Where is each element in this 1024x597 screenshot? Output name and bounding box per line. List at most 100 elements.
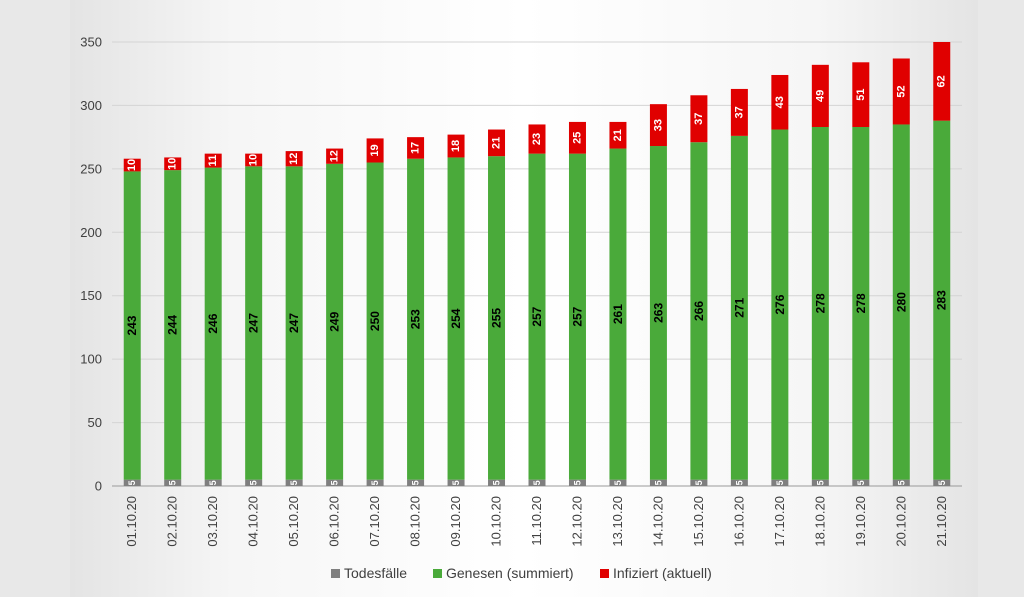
data-label-genesen: 263 [651, 303, 665, 323]
bar-segment-infiziert [649, 104, 667, 147]
data-label-infiziert: 12 [329, 150, 341, 162]
bar-segment-genesen [892, 124, 910, 480]
bar-segment-genesen [649, 146, 667, 480]
bar-segment-infiziert [811, 64, 829, 127]
data-label-infiziert: 10 [167, 158, 179, 170]
bar-segment-infiziert [366, 138, 384, 163]
data-label-todesfaelle: 5 [168, 480, 178, 485]
bar-segment-genesen [568, 153, 586, 480]
bar-segment-infiziert [204, 153, 222, 168]
bar-segment-todesfaelle [447, 479, 465, 486]
data-label-genesen: 283 [935, 290, 949, 310]
bar-segment-infiziert [852, 62, 870, 127]
data-label-genesen: 280 [894, 292, 908, 312]
legend-swatch [600, 569, 609, 578]
data-label-todesfaelle: 5 [451, 480, 461, 485]
bar-segment-todesfaelle [123, 479, 141, 486]
data-label-todesfaelle: 5 [492, 480, 502, 485]
bar-segment-infiziert [245, 153, 263, 167]
data-label-todesfaelle: 5 [734, 480, 744, 485]
x-tick-label: 21.10.20 [934, 496, 949, 547]
x-tick-label: 15.10.20 [691, 496, 706, 547]
data-label-todesfaelle: 5 [856, 480, 866, 485]
data-label-todesfaelle: 5 [572, 480, 582, 485]
data-label-genesen: 271 [732, 297, 746, 317]
bar-segment-genesen [285, 166, 303, 480]
data-label-infiziert: 49 [814, 90, 826, 102]
bar-segment-todesfaelle [204, 479, 222, 486]
bar-segment-infiziert [771, 74, 789, 130]
x-tick-label: 17.10.20 [772, 496, 787, 547]
bar-segment-infiziert [164, 157, 182, 171]
y-tick-label: 100 [80, 352, 102, 367]
legend-swatch [433, 569, 442, 578]
x-tick-label: 13.10.20 [610, 496, 625, 547]
bar-segment-genesen [488, 156, 506, 480]
bar-segment-genesen [245, 166, 263, 480]
x-tick-label: 03.10.20 [205, 496, 220, 547]
data-label-todesfaelle: 5 [370, 480, 380, 485]
data-label-infiziert: 17 [410, 142, 422, 154]
bar-segment-todesfaelle [690, 479, 708, 486]
data-label-infiziert: 10 [126, 159, 138, 171]
bar-segment-genesen [164, 170, 182, 480]
data-label-genesen: 261 [611, 304, 625, 324]
data-label-genesen: 278 [854, 293, 868, 313]
bar-segment-infiziert [730, 88, 748, 136]
legend: Todesfälle Genesen (summiert) Infiziert (a… [331, 565, 712, 581]
y-tick-label: 250 [80, 161, 102, 176]
bar-segment-todesfaelle [568, 479, 586, 486]
data-label-todesfaelle: 5 [411, 480, 421, 485]
data-label-genesen: 257 [530, 306, 544, 326]
bar-segment-todesfaelle [245, 479, 263, 486]
bar-segment-todesfaelle [326, 479, 344, 486]
x-tick-label: 01.10.20 [124, 496, 139, 547]
legend-label: Infiziert (aktuell) [613, 565, 712, 581]
x-tick-label: 20.10.20 [893, 496, 908, 547]
data-label-todesfaelle: 5 [694, 480, 704, 485]
y-tick-label: 350 [80, 35, 102, 50]
bar-segment-todesfaelle [609, 479, 627, 486]
x-tick-label: 18.10.20 [812, 496, 827, 547]
bar-segment-genesen [123, 171, 141, 480]
x-tick-label: 11.10.20 [529, 496, 544, 546]
bar-segment-todesfaelle [366, 479, 384, 486]
data-label-infiziert: 21 [612, 129, 624, 141]
bar-segment-todesfaelle [892, 479, 910, 486]
bar-segment-genesen [366, 162, 384, 480]
x-tick-label: 08.10.20 [408, 496, 423, 547]
data-label-infiziert: 11 [207, 155, 219, 167]
legend-label: Todesfälle [344, 565, 407, 581]
data-label-genesen: 247 [247, 313, 261, 333]
bar-segment-genesen [447, 157, 465, 480]
y-tick-label: 200 [80, 225, 102, 240]
data-label-infiziert: 37 [693, 113, 705, 125]
legend-swatch [331, 569, 340, 578]
data-label-infiziert: 43 [774, 96, 786, 108]
y-tick-label: 50 [88, 415, 102, 430]
bar-segment-infiziert [407, 137, 425, 159]
bar-segment-todesfaelle [649, 479, 667, 486]
bar-segment-infiziert [326, 148, 344, 164]
bar-segment-todesfaelle [407, 479, 425, 486]
data-label-todesfaelle: 5 [289, 480, 299, 485]
bar-segment-infiziert [528, 124, 546, 154]
data-label-todesfaelle: 5 [653, 480, 663, 485]
data-label-infiziert: 62 [936, 75, 948, 87]
bar-segment-genesen [852, 126, 870, 480]
data-label-infiziert: 25 [571, 132, 583, 144]
bar-segment-genesen [730, 135, 748, 480]
data-label-todesfaelle: 5 [208, 480, 218, 485]
data-label-todesfaelle: 5 [896, 480, 906, 485]
bar-segment-genesen [933, 120, 951, 480]
data-label-genesen: 243 [125, 315, 139, 335]
data-label-todesfaelle: 5 [613, 480, 623, 485]
data-label-todesfaelle: 5 [532, 480, 542, 485]
x-tick-label: 14.10.20 [650, 496, 665, 547]
bar-segment-genesen [609, 148, 627, 480]
data-label-genesen: 244 [166, 315, 180, 335]
bar-segment-infiziert [123, 158, 141, 172]
bar-segment-infiziert [488, 129, 506, 157]
